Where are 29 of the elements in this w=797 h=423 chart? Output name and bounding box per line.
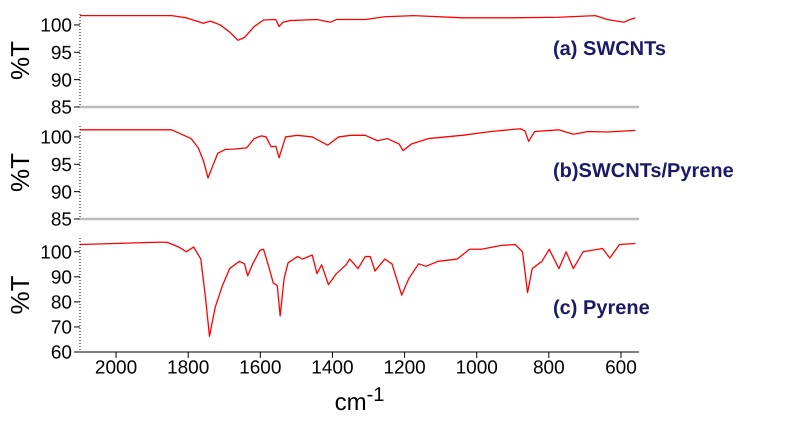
y-tick-label: 90 <box>50 182 72 204</box>
y-axis-title: %T <box>5 152 36 192</box>
x-tick-label: 1000 <box>456 357 498 378</box>
y-tick-label: 80 <box>50 292 72 314</box>
x-tick-label: 1400 <box>311 357 354 378</box>
series-label: (a) SWCNTs <box>553 38 666 61</box>
series-label: (c) Pyrene <box>553 297 650 320</box>
y-tick-label: 85 <box>50 210 72 231</box>
y-tick-label: 100 <box>40 128 72 149</box>
x-tick-label: 600 <box>605 357 637 378</box>
x-tick-label: 1200 <box>383 357 426 378</box>
x-tick-label: 800 <box>532 357 565 378</box>
y-tick-label: 60 <box>50 342 72 364</box>
y-tick-label: 90 <box>50 268 72 289</box>
y-tick-label: 95 <box>50 43 72 64</box>
y-tick-label: 90 <box>50 70 72 92</box>
y-tick-label: 85 <box>50 98 72 119</box>
y-axis-title: %T <box>5 275 36 314</box>
x-tick-label: 2000 <box>94 357 138 378</box>
y-tick-label: 70 <box>50 318 72 339</box>
x-tick-label: 1800 <box>167 357 210 378</box>
series-label: (b)SWCNTs/Pyrene <box>553 160 734 183</box>
line-series <box>80 14 636 41</box>
y-axis-title: %T <box>5 40 36 80</box>
x-axis-title: cm$^{-1}$ <box>334 383 386 416</box>
y-tick-label: 95 <box>50 155 72 176</box>
x-tick-label: 1600 <box>239 357 282 378</box>
y-tick-label: 100 <box>40 16 72 37</box>
y-tick-label: 100 <box>40 242 72 264</box>
